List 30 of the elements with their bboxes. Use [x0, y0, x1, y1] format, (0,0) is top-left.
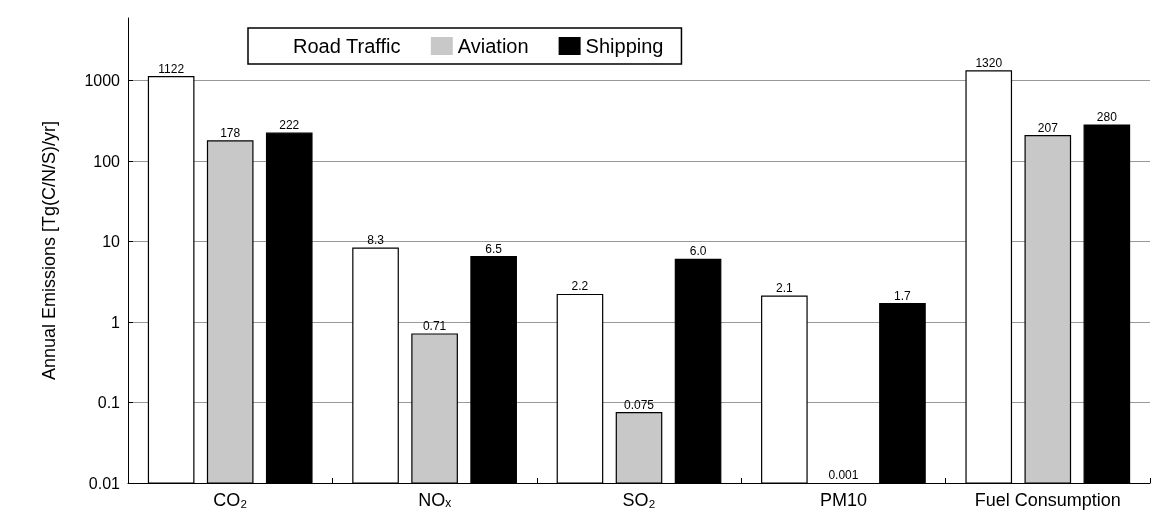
data-label: 207 [1037, 120, 1059, 135]
y-axis-title: Annual Emissions [Tg(C/N/S)/yr] [39, 120, 59, 381]
y-tick-label: 100 [93, 152, 121, 170]
annotation: 0.001 [828, 468, 859, 482]
x-tick-label: NOₓ [418, 490, 452, 510]
legend-label: Shipping [585, 35, 664, 57]
data-label: 0.71 [422, 319, 447, 334]
data-label: 280 [1096, 110, 1118, 125]
y-tick-label: 0.1 [97, 394, 121, 412]
data-label: 2.1 [776, 281, 794, 296]
data-label: 2.2 [571, 279, 589, 294]
y-tick-label: 10 [102, 233, 121, 251]
x-tick-label: CO₂ [213, 490, 248, 510]
data-label: 1122 [158, 61, 185, 76]
text: Road Traffic [293, 35, 401, 57]
y-tick-label: 1 [111, 313, 121, 331]
data-label: 8.3 [367, 233, 385, 248]
x-tick-label: Fuel Consumption [974, 490, 1121, 510]
data-label: 0.075 [623, 397, 655, 412]
x-tick-label: SO₂ [622, 490, 656, 510]
y-tick-label: 0.01 [88, 474, 121, 492]
data-label: 6.0 [689, 244, 707, 259]
y-tick-label: 1000 [84, 72, 121, 90]
data-label: 178 [220, 125, 241, 140]
data-label: 1.7 [894, 288, 912, 303]
data-label: 6.5 [485, 241, 503, 256]
data-label: 1320 [975, 55, 1003, 70]
legend-label: Aviation [457, 35, 529, 57]
x-tick-label: PM10 [819, 490, 867, 510]
data-label: 222 [279, 118, 300, 133]
